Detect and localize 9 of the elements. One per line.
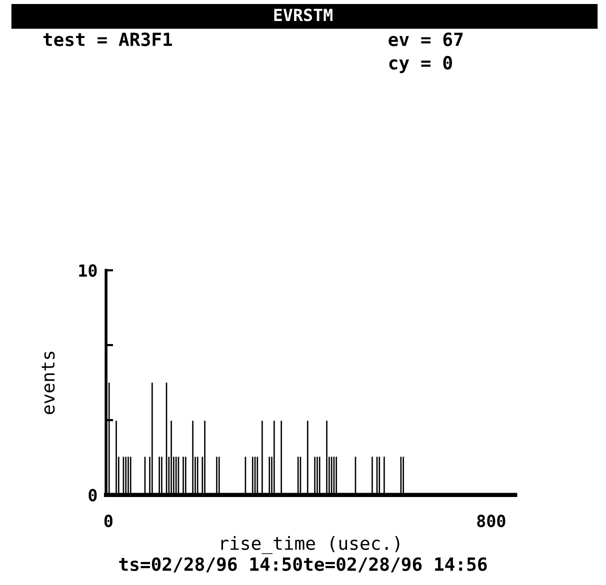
y-tick-label: 10 bbox=[79, 264, 97, 277]
y-axis-title: events bbox=[42, 352, 55, 414]
x-axis-title: rise_time (usec.) bbox=[221, 536, 400, 554]
text: ev = 67 bbox=[388, 32, 463, 46]
text: ts=02/28/96 14:50te=02/28/96 14:56 bbox=[119, 557, 487, 572]
text: test = AR3F1 bbox=[43, 32, 172, 46]
chart-title: EVRSTM bbox=[274, 8, 332, 22]
text: cy = 0 bbox=[389, 56, 452, 74]
x-tick-label: 800 bbox=[477, 514, 506, 528]
